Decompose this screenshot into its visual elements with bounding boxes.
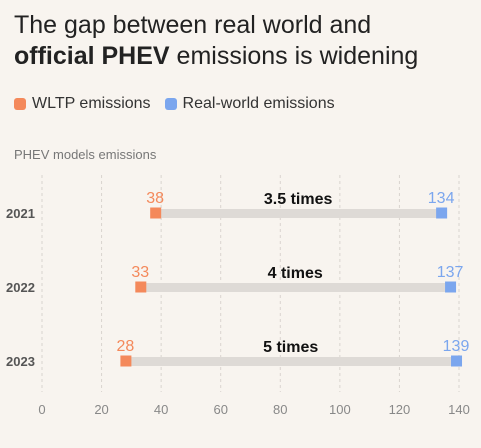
year-label-2023: 2023 [6,354,35,369]
legend-item-wltp: WLTP emissions [14,95,151,113]
x-tick-label-20: 20 [94,402,108,417]
x-tick-label-0: 0 [38,402,45,417]
x-tick-label-60: 60 [213,402,227,417]
real-world-marker-2023 [451,355,463,367]
gap-bar-2021 [155,209,442,218]
legend-item-real-world: Real-world emissions [164,95,335,113]
wltp-value-label-2023: 28 [117,338,135,355]
wltp-value-label-2022: 33 [131,264,149,281]
wltp-marker-2023 [120,355,132,367]
ratio-annotation-2022: 4 times [268,265,323,282]
title-line-1: The gap between real world and [14,11,372,39]
legend-swatch-wltp [14,98,26,110]
x-tick-label-80: 80 [273,402,287,417]
x-tick-label-100: 100 [329,402,351,417]
gap-bar-2022 [140,283,451,292]
legend-label-real-world: Real-world emissions [182,95,335,112]
chart-subtitle: PHEV models emissions [14,147,157,162]
legend-swatch-real-world [164,98,177,110]
x-tick-label-120: 120 [389,402,411,417]
title-line-2-rest: emissions is widening [169,42,419,70]
ratio-annotation-2023: 5 times [263,339,318,356]
real-world-value-label-2022: 137 [437,264,464,281]
title-bold-text: official PHEV [14,42,170,70]
legend-label-wltp: WLTP emissions [32,95,151,112]
x-tick-label-140: 140 [448,402,470,417]
wltp-marker-2022 [135,281,147,293]
chart-title: The gap between real world and official … [14,10,418,72]
wltp-marker-2021 [150,207,162,219]
real-world-value-label-2023: 139 [443,338,470,355]
real-world-value-label-2021: 134 [428,190,455,207]
year-label-2022: 2022 [6,280,35,295]
year-label-2021: 2021 [6,206,35,221]
x-tick-label-40: 40 [154,402,168,417]
legend: WLTP emissions Real-world emissions [14,95,349,113]
gap-bar-2023 [125,357,457,366]
real-world-marker-2021 [436,207,448,219]
real-world-marker-2022 [445,281,457,293]
wltp-value-label-2021: 38 [146,190,164,207]
ratio-annotation-2021: 3.5 times [264,191,333,208]
